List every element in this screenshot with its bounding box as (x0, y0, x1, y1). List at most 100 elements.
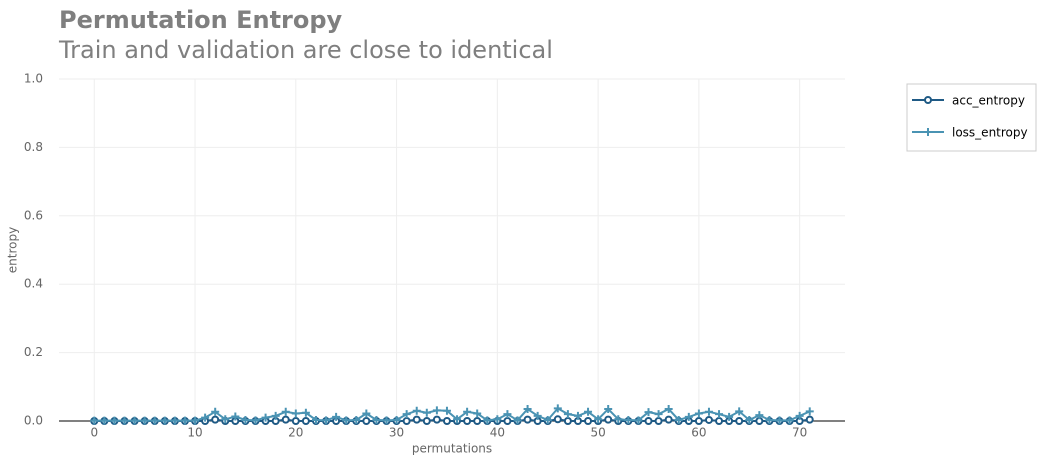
data-point (795, 411, 804, 420)
data-point (180, 416, 189, 425)
y-tick-label: 0.0 (24, 414, 43, 428)
data-point (664, 405, 673, 414)
data-point (735, 407, 744, 416)
x-tick-label: 0 (90, 426, 98, 440)
data-point (362, 409, 371, 418)
data-point (160, 416, 169, 425)
data-point (745, 415, 754, 424)
data-point (453, 415, 462, 424)
y-tick-label: 0.6 (24, 208, 43, 222)
data-point (261, 413, 270, 422)
data-point (735, 417, 744, 425)
data-point (573, 411, 582, 420)
data-point (483, 416, 492, 425)
data-point (311, 415, 320, 424)
data-point (604, 415, 613, 424)
data-point (382, 416, 391, 425)
data-point (503, 417, 512, 425)
chart-title: Permutation Entropy (59, 6, 343, 34)
data-point (281, 415, 290, 424)
data-point (604, 405, 613, 414)
data-point (715, 410, 724, 419)
data-point (221, 415, 230, 424)
y-tick-label: 0.4 (24, 277, 43, 291)
data-point (342, 416, 351, 425)
data-point (301, 417, 310, 425)
legend-marker (924, 128, 932, 136)
data-point (584, 407, 593, 416)
data-point (563, 417, 572, 425)
legend-label: loss_entropy (952, 126, 1028, 140)
data-point (584, 417, 593, 425)
data-point (442, 406, 451, 415)
data-point (805, 415, 814, 424)
data-point (523, 415, 532, 424)
data-point (775, 416, 784, 425)
data-point (463, 417, 472, 425)
data-point (674, 415, 683, 424)
data-point (533, 411, 542, 420)
data-point (694, 409, 703, 418)
x-tick-label: 30 (389, 426, 404, 440)
data-point (422, 408, 431, 417)
data-point (402, 417, 411, 425)
y-tick-label: 1.0 (24, 72, 43, 86)
data-point (543, 415, 552, 424)
data-point (493, 415, 502, 424)
data-point (372, 415, 381, 424)
data-point (301, 408, 310, 417)
data-point (654, 417, 663, 425)
data-point (412, 406, 421, 415)
data-point (473, 409, 482, 418)
data-point (291, 417, 300, 425)
data-point (473, 417, 482, 425)
data-point (684, 412, 693, 421)
data-point (553, 415, 562, 424)
data-point (704, 407, 713, 416)
data-point (715, 417, 724, 425)
x-tick-label: 40 (490, 426, 505, 440)
y-tick-label: 0.2 (24, 345, 43, 359)
data-point (725, 412, 734, 421)
x-axis-label: permutations (412, 442, 492, 456)
data-point (624, 415, 633, 424)
data-point (362, 417, 371, 425)
data-point (402, 410, 411, 419)
data-point (241, 415, 250, 424)
data-point (755, 411, 764, 420)
data-point (694, 417, 703, 425)
data-point (231, 412, 240, 421)
data-point (412, 415, 421, 424)
data-point (140, 416, 149, 425)
data-point (201, 413, 210, 422)
data-point (563, 410, 572, 419)
data-point (523, 405, 532, 414)
data-point (614, 415, 623, 424)
data-point (805, 407, 814, 416)
chart-subtitle: Train and validation are close to identi… (58, 36, 553, 64)
legend-marker (924, 96, 932, 104)
data-point (553, 404, 562, 413)
data-point (352, 415, 361, 424)
data-point (90, 416, 99, 425)
data-point (100, 416, 109, 425)
data-point (120, 416, 129, 425)
data-point (704, 415, 713, 424)
data-point (785, 416, 794, 425)
data-point (654, 410, 663, 419)
legend-label: acc_entropy (952, 94, 1025, 108)
y-tick-label: 0.8 (24, 140, 43, 154)
data-point (191, 416, 200, 425)
data-point (322, 416, 331, 425)
data-point (634, 416, 643, 425)
data-point (130, 416, 139, 425)
data-point (251, 416, 260, 425)
x-tick-label: 20 (288, 426, 303, 440)
data-point (392, 415, 401, 424)
data-point (291, 409, 300, 418)
data-point (442, 417, 451, 425)
data-point (644, 408, 653, 417)
data-point (332, 412, 341, 421)
